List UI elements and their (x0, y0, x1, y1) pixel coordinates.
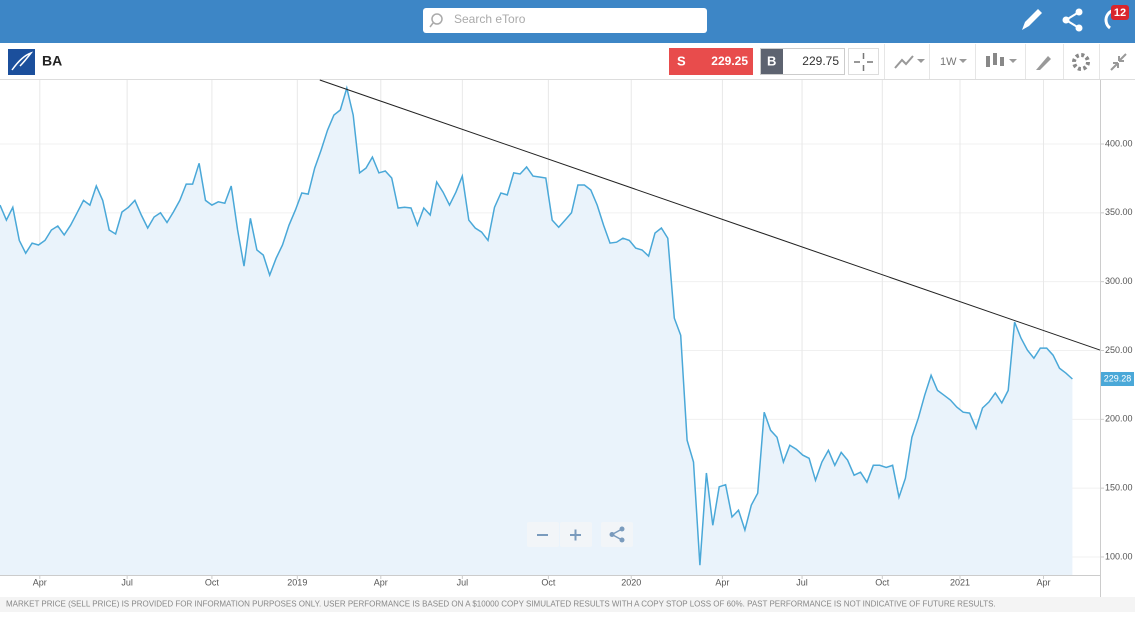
x-tick-label: Jul (457, 577, 469, 587)
logo-mark (11, 51, 34, 71)
y-tick-label: 100.00 (1105, 551, 1133, 561)
x-tick-label: Apr (1036, 577, 1050, 587)
price-line (0, 85, 1073, 566)
settings-button[interactable] (1072, 53, 1090, 71)
share-icon[interactable] (1062, 8, 1083, 32)
buy-label-box (761, 49, 783, 74)
last-price-tag (1101, 372, 1134, 387)
notification-badge (1111, 5, 1129, 20)
y-tick-label: 150.00 (1105, 483, 1133, 493)
last-price-label: 229.28 (1104, 373, 1132, 383)
draw-button[interactable] (1036, 56, 1051, 70)
x-tick-label: Oct (541, 577, 556, 587)
x-tick-label: Oct (875, 577, 890, 587)
search-placeholder: Search eToro (454, 12, 526, 26)
indicators-button[interactable] (986, 53, 1004, 67)
x-tick-label: 2019 (287, 577, 307, 587)
search-icon-handle (429, 22, 434, 28)
x-tick-label: 2021 (950, 577, 970, 587)
search-box[interactable] (423, 8, 707, 33)
trendline (319, 79, 1101, 351)
notification-count: 12 (1114, 7, 1126, 19)
y-tick-label: 300.00 (1105, 276, 1133, 286)
chart: 100.00 150.00 200.00 250.00 300.00 350.00 400.… (0, 79, 1134, 587)
dropdown-arrow (917, 59, 925, 63)
edit-icon[interactable] (1022, 9, 1042, 30)
x-tick-label: Jul (121, 577, 133, 587)
footer (0, 597, 1135, 612)
dropdown-arrow (959, 59, 967, 63)
expand-button[interactable] (1110, 53, 1127, 71)
x-tick-label: Apr (33, 577, 47, 587)
sell-price: 229.25 (711, 54, 748, 68)
x-tick-label: 2020 (621, 577, 641, 587)
y-tick-label: 250.00 (1105, 345, 1133, 355)
x-tick-label: Jul (796, 577, 808, 587)
x-tick-label: Apr (715, 577, 729, 587)
sell-button[interactable] (669, 48, 753, 75)
search-icon (431, 13, 443, 25)
symbol: BA (42, 53, 62, 69)
share-chart-icon (609, 526, 625, 543)
chart-type-button[interactable] (894, 55, 914, 69)
dropdown-arrow (1009, 59, 1017, 63)
area (0, 88, 1073, 575)
buy-label: B (767, 53, 776, 68)
crosshair-icon (854, 53, 873, 71)
sell-label: S (677, 53, 686, 68)
y-tick-label: 400.00 (1105, 138, 1133, 148)
timeframe[interactable]: 1W (940, 56, 957, 68)
share-chart-button[interactable] (601, 522, 633, 547)
disclaimer: MARKET PRICE (SELL PRICE) IS PROVIDED FO… (6, 600, 996, 609)
y-tick-label: 200.00 (1105, 414, 1133, 424)
instrument-bar (0, 43, 1135, 80)
plus-icon (570, 529, 581, 541)
x-tick-label: Apr (374, 577, 388, 587)
buy-price: 229.75 (802, 54, 839, 68)
toolbar-separators (884, 44, 1100, 79)
y-tick-label: 350.00 (1105, 207, 1133, 217)
x-tick-label: Oct (205, 577, 220, 587)
